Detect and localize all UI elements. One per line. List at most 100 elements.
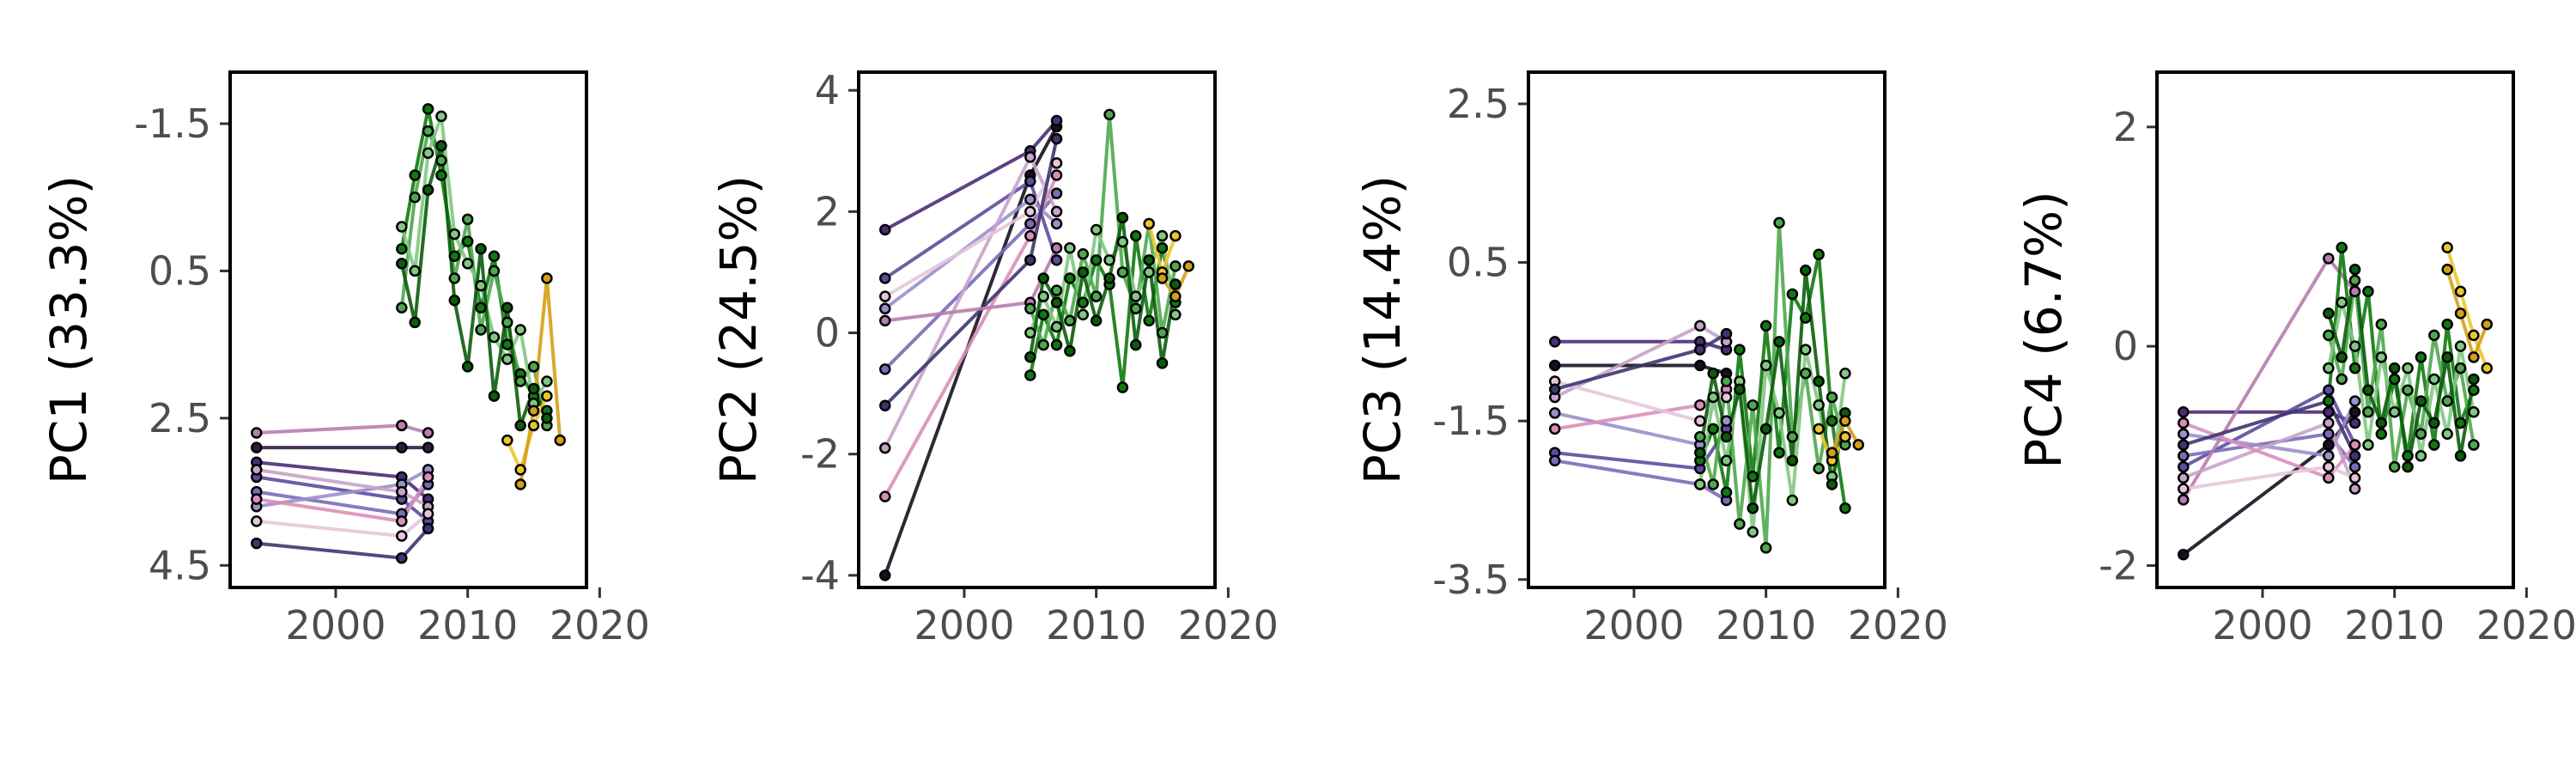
data-point [1156,241,1169,254]
data-point [1050,217,1063,230]
data-point [250,493,263,505]
data-point [2415,351,2427,363]
data-point [878,302,891,315]
data-point [1050,157,1063,169]
data-point [2454,450,2467,462]
data-point [396,419,408,432]
data-point [1050,254,1063,266]
data-point [488,250,501,263]
data-point [2348,340,2361,352]
plot-area-pc4: 2 0 -2 2000 2010 2020 [2099,104,2576,648]
data-point [1050,284,1063,296]
data-point [878,363,891,375]
data-point [1037,338,1049,351]
data-point [501,316,513,329]
data-point [1130,302,1142,315]
data-point [1747,399,1759,411]
data-point [2415,428,2427,441]
data-point [1143,266,1155,278]
data-point [501,301,513,314]
data-point [2177,460,2190,473]
data-point [1050,187,1063,199]
data-point [501,353,513,366]
data-point [2348,483,2361,495]
data-point [527,419,540,432]
x-tick-label: 2020 [550,602,650,648]
data-point [2415,395,2427,407]
data-point [2441,241,2453,254]
data-point [250,441,263,453]
data-point [527,361,540,373]
data-point [2348,362,2361,374]
data-point [1694,320,1706,332]
data-point [1800,368,1812,380]
data-point [514,478,526,490]
panel-pc2: 4 2 0 -2 -4 2000 2010 2020 PC2 (24.5%) [709,67,1279,648]
data-point [878,399,891,411]
data-point [541,272,553,284]
data-point [2362,439,2374,451]
data-point [2388,362,2401,374]
data-point [422,147,434,160]
data-point [1839,430,1851,443]
y-axis-label-pc3: PC3 (14.4%) [1353,175,1412,484]
data-point [1839,368,1851,380]
data-point [2362,405,2374,418]
data-point [1759,423,1772,435]
y-tick-label: 0.5 [1447,240,1510,286]
data-point [1143,314,1155,327]
data-point [475,242,487,255]
data-point [1024,217,1036,230]
data-point [2428,439,2440,451]
data-point [1707,368,1719,380]
data-point [1720,327,1733,340]
data-point [1143,217,1155,230]
data-point [2348,439,2361,451]
data-point [501,338,513,350]
data-point [1720,486,1733,498]
y-tick-label: 4 [815,67,840,113]
data-point [1826,391,1838,404]
data-point [1156,272,1169,284]
data-point [878,441,891,454]
data-point [2323,362,2335,374]
data-point [1050,296,1063,308]
data-point [475,301,487,314]
data-point [1103,272,1115,284]
panel-pc1: -1.5 0.5 2.5 4.5 2000 2010 2020 PC1 (33.3%) [39,70,650,648]
x-tick-label: 2020 [1848,602,1948,648]
data-point [2375,417,2388,429]
data-point [1826,447,1838,459]
data-point [1786,430,1799,443]
data-point [1813,399,1825,411]
data-point [2402,384,2414,396]
data-point [2323,428,2335,441]
data-point [514,324,526,336]
data-point [1720,375,1733,387]
data-point [2428,329,2440,342]
data-point [1024,326,1036,339]
panel-pc4: 2 0 -2 2000 2010 2020 PC4 (6.7%) [2014,70,2576,648]
y-tick-label: -4 [800,552,840,599]
data-point [475,279,487,292]
y-tick-label: 2.5 [149,395,211,441]
data-point [2481,362,2494,374]
y-tick-label: -2 [2099,542,2138,588]
data-point [2323,450,2335,462]
data-point [2468,384,2480,396]
data-point [1707,423,1719,435]
plot-area-pc3: 2.5 0.5 -1.5 -3.5 2000 2010 2020 [1432,81,1948,648]
data-point [396,441,408,453]
data-point [2362,384,2374,396]
data-point [1707,391,1719,404]
data-point [1720,430,1733,443]
data-point [1103,254,1115,266]
data-point [461,213,474,226]
data-point [2323,384,2335,396]
data-point [2177,428,2190,441]
series-line-13 [399,115,549,409]
data-point [448,250,461,263]
data-point [1759,542,1772,554]
panel-pc3: 2.5 0.5 -1.5 -3.5 2000 2010 2020 PC3 (14.4%) [1353,70,1948,648]
